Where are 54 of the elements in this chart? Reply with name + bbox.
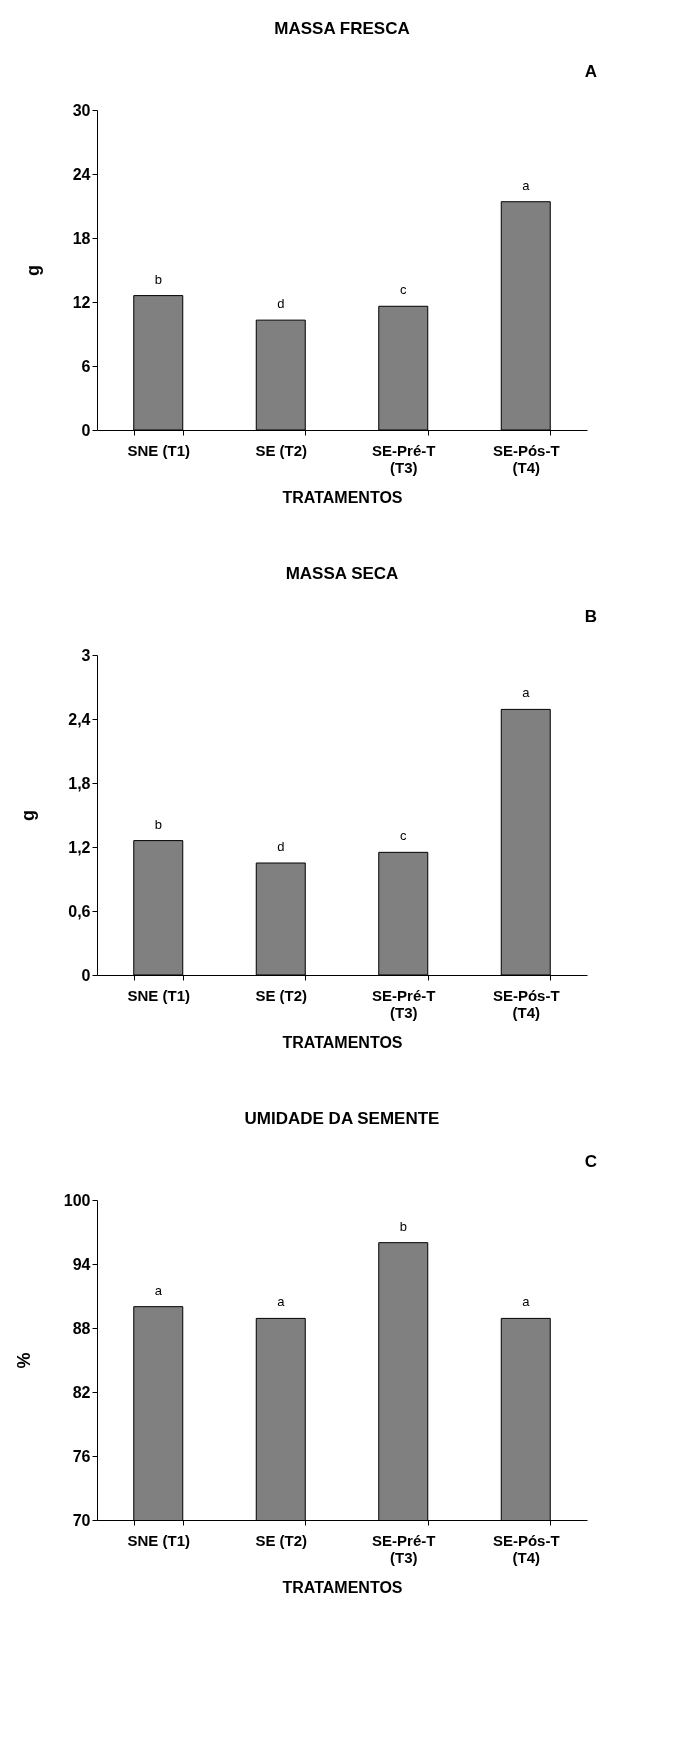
annotation: b	[154, 816, 162, 832]
x-tick-label: SE (T2)	[255, 986, 308, 1004]
annotation: a	[522, 685, 531, 701]
x-tick-label: SE-Pós-T (T4)	[492, 441, 560, 476]
annotation: c	[400, 828, 407, 844]
x-tick-label: SE-Pré-T (T3)	[372, 441, 436, 476]
x-tick-label: SNE (T1)	[127, 1531, 191, 1549]
y-tick-label: 70	[72, 1511, 91, 1529]
y-tick-label: 94	[72, 1255, 91, 1273]
y-axis-title: g	[18, 810, 39, 821]
y-axis-title: g	[22, 265, 43, 276]
y-tick-label: 30	[72, 101, 91, 119]
x-axis-title: TRATAMENTOS	[282, 1578, 403, 1596]
y-tick-label: 6	[81, 357, 91, 375]
x-tick-label: SNE (T1)	[127, 441, 191, 459]
x-axis-title: TRATAMENTOS	[282, 1033, 403, 1051]
y-tick-label: 3	[81, 646, 91, 664]
x-tick-label: SE-Pré-T (T3)	[372, 986, 436, 1021]
annotation: a	[277, 1294, 286, 1310]
text: A	[584, 62, 597, 81]
text: C	[584, 1152, 597, 1171]
chart-title: UMIDADE DA SEMENTE	[244, 1109, 440, 1128]
annotation: a	[522, 177, 531, 193]
y-tick-label: 76	[72, 1447, 91, 1465]
y-tick-label: 0,6	[68, 902, 91, 920]
annotation: a	[154, 1282, 163, 1298]
x-tick-label: SE-Pós-T (T4)	[492, 1531, 560, 1566]
y-tick-label: 0	[81, 421, 91, 439]
text: B	[584, 607, 597, 626]
y-tick-label: 88	[72, 1319, 91, 1337]
x-tick-label: SE-Pré-T (T3)	[372, 1531, 436, 1566]
y-tick-label: 1,2	[68, 838, 91, 856]
y-tick-label: 18	[72, 229, 91, 247]
y-tick-label: 2,4	[68, 710, 91, 728]
x-tick-label: SE (T2)	[255, 441, 308, 459]
chart-title: MASSA FRESCA	[274, 19, 410, 38]
y-tick-label: 1,8	[68, 774, 91, 792]
x-tick-label: SE-Pós-T (T4)	[492, 986, 560, 1021]
x-tick-label: SNE (T1)	[127, 986, 191, 1004]
y-tick-label: 0	[81, 966, 91, 984]
y-tick-label: 100	[63, 1191, 91, 1209]
chart-title: MASSA SECA	[285, 564, 399, 583]
annotation: b	[399, 1218, 407, 1234]
annotation: a	[522, 1294, 531, 1310]
annotation: d	[277, 296, 285, 312]
y-tick-label: 12	[72, 293, 91, 311]
annotation: b	[154, 271, 162, 287]
y-tick-label: 82	[72, 1383, 91, 1401]
annotation: d	[277, 839, 285, 854]
x-axis-title: TRATAMENTOS	[282, 488, 403, 506]
y-axis-title: %	[13, 1352, 34, 1369]
y-tick-label: 24	[72, 165, 91, 183]
x-tick-label: SE (T2)	[255, 1531, 308, 1549]
annotation: c	[400, 282, 407, 298]
